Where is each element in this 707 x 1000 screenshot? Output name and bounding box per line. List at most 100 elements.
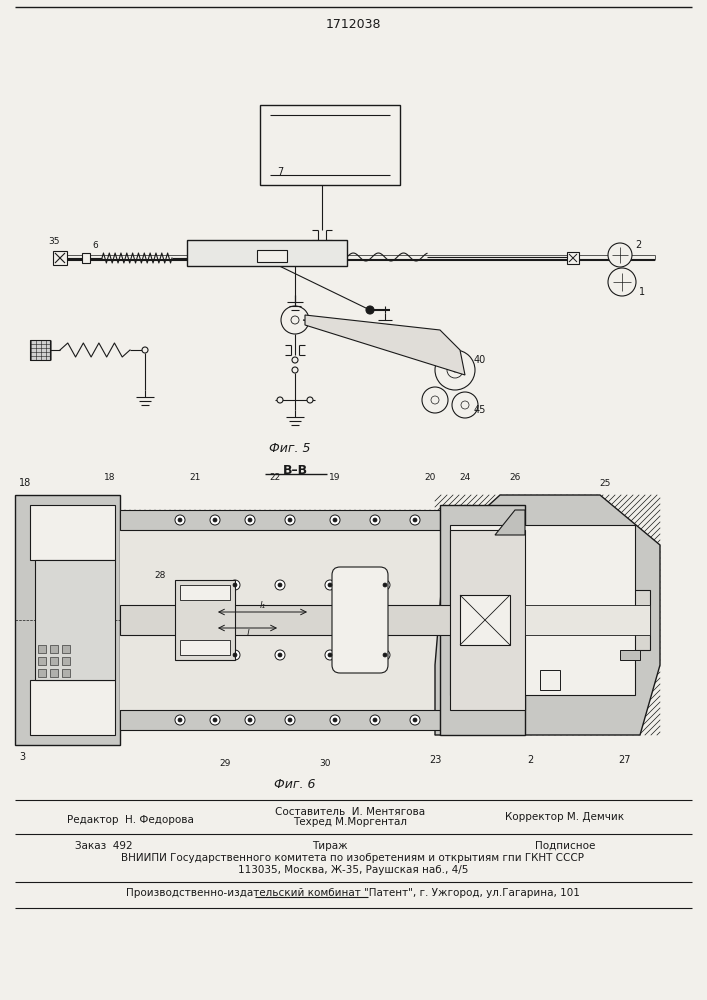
Circle shape <box>230 580 240 590</box>
Bar <box>180 640 230 655</box>
Bar <box>62 657 70 665</box>
Circle shape <box>281 306 309 334</box>
Text: 3: 3 <box>19 752 25 762</box>
Bar <box>30 505 115 560</box>
Bar <box>120 510 440 530</box>
Text: 30: 30 <box>320 758 331 768</box>
Text: 18: 18 <box>104 473 116 482</box>
Text: 20: 20 <box>424 473 436 482</box>
Circle shape <box>453 368 457 372</box>
Circle shape <box>461 401 469 409</box>
Text: Составитель  И. Ментягова: Составитель И. Ментягова <box>275 807 425 817</box>
Polygon shape <box>495 510 525 535</box>
Bar <box>525 590 650 650</box>
Text: 23: 23 <box>429 755 441 765</box>
Text: 22: 22 <box>269 473 281 482</box>
Bar <box>82 253 90 263</box>
Text: l₁: l₁ <box>260 601 266 610</box>
Bar <box>38 669 46 677</box>
Circle shape <box>245 715 255 725</box>
Circle shape <box>333 718 337 722</box>
Text: 26: 26 <box>509 473 520 482</box>
Circle shape <box>608 243 632 267</box>
Circle shape <box>213 718 217 722</box>
Circle shape <box>370 715 380 725</box>
Circle shape <box>422 387 448 413</box>
Circle shape <box>370 515 380 525</box>
Text: Техред М.Моргентал: Техред М.Моргентал <box>293 817 407 827</box>
Circle shape <box>285 515 295 525</box>
Text: 29: 29 <box>219 758 230 768</box>
Circle shape <box>275 650 285 660</box>
Bar <box>50 657 58 665</box>
Text: 2: 2 <box>635 240 641 250</box>
Text: 21: 21 <box>189 473 201 482</box>
Circle shape <box>373 718 377 722</box>
Circle shape <box>328 653 332 657</box>
Circle shape <box>373 518 377 522</box>
Circle shape <box>210 515 220 525</box>
Text: 6: 6 <box>92 240 98 249</box>
Text: 18: 18 <box>19 478 31 488</box>
Bar <box>450 530 525 710</box>
Circle shape <box>178 518 182 522</box>
Bar <box>540 670 560 690</box>
Circle shape <box>383 653 387 657</box>
Circle shape <box>410 515 420 525</box>
Text: Редактор  Н. Федорова: Редактор Н. Федорова <box>66 815 194 825</box>
Text: 113035, Москва, Ж-35, Раушская наб., 4/5: 113035, Москва, Ж-35, Раушская наб., 4/5 <box>238 865 468 875</box>
Bar <box>450 525 635 695</box>
Circle shape <box>307 397 313 403</box>
Bar <box>260 105 400 185</box>
Circle shape <box>435 350 475 390</box>
Text: 28: 28 <box>154 570 165 580</box>
Circle shape <box>325 650 335 660</box>
Text: 7: 7 <box>277 167 283 177</box>
Bar <box>120 710 440 730</box>
Bar <box>525 605 650 635</box>
Circle shape <box>452 392 478 418</box>
Bar <box>50 645 58 653</box>
Circle shape <box>291 316 299 324</box>
Circle shape <box>447 362 463 378</box>
Bar <box>30 680 115 735</box>
Circle shape <box>175 515 185 525</box>
Circle shape <box>330 515 340 525</box>
Text: 19: 19 <box>329 473 341 482</box>
Text: 2: 2 <box>527 755 533 765</box>
Circle shape <box>248 718 252 722</box>
Circle shape <box>277 397 283 403</box>
Circle shape <box>333 518 337 522</box>
Circle shape <box>285 715 295 725</box>
Circle shape <box>413 518 417 522</box>
Bar <box>187 240 347 266</box>
Bar <box>567 252 579 264</box>
Circle shape <box>245 515 255 525</box>
Circle shape <box>213 518 217 522</box>
Bar <box>53 251 67 265</box>
Circle shape <box>178 718 182 722</box>
Text: Подписное: Подписное <box>534 841 595 851</box>
Circle shape <box>608 268 636 296</box>
Text: Заказ  492: Заказ 492 <box>75 841 133 851</box>
Circle shape <box>233 653 237 657</box>
Circle shape <box>142 347 148 353</box>
Text: ВНИИПИ Государственного комитета по изобретениям и открытиям гпи ГКНТ СССР: ВНИИПИ Государственного комитета по изоб… <box>122 853 585 863</box>
Circle shape <box>328 583 332 587</box>
Text: Фиг. 5: Фиг. 5 <box>269 442 311 454</box>
Circle shape <box>380 650 390 660</box>
Bar <box>50 669 58 677</box>
Bar <box>257 250 287 262</box>
Circle shape <box>366 306 374 314</box>
Bar <box>120 530 440 710</box>
Circle shape <box>278 653 282 657</box>
Circle shape <box>383 583 387 587</box>
Circle shape <box>330 715 340 725</box>
Polygon shape <box>305 315 465 375</box>
Circle shape <box>230 650 240 660</box>
Circle shape <box>275 580 285 590</box>
Bar <box>440 505 525 735</box>
Bar <box>15 495 120 745</box>
Bar <box>38 645 46 653</box>
Circle shape <box>175 715 185 725</box>
